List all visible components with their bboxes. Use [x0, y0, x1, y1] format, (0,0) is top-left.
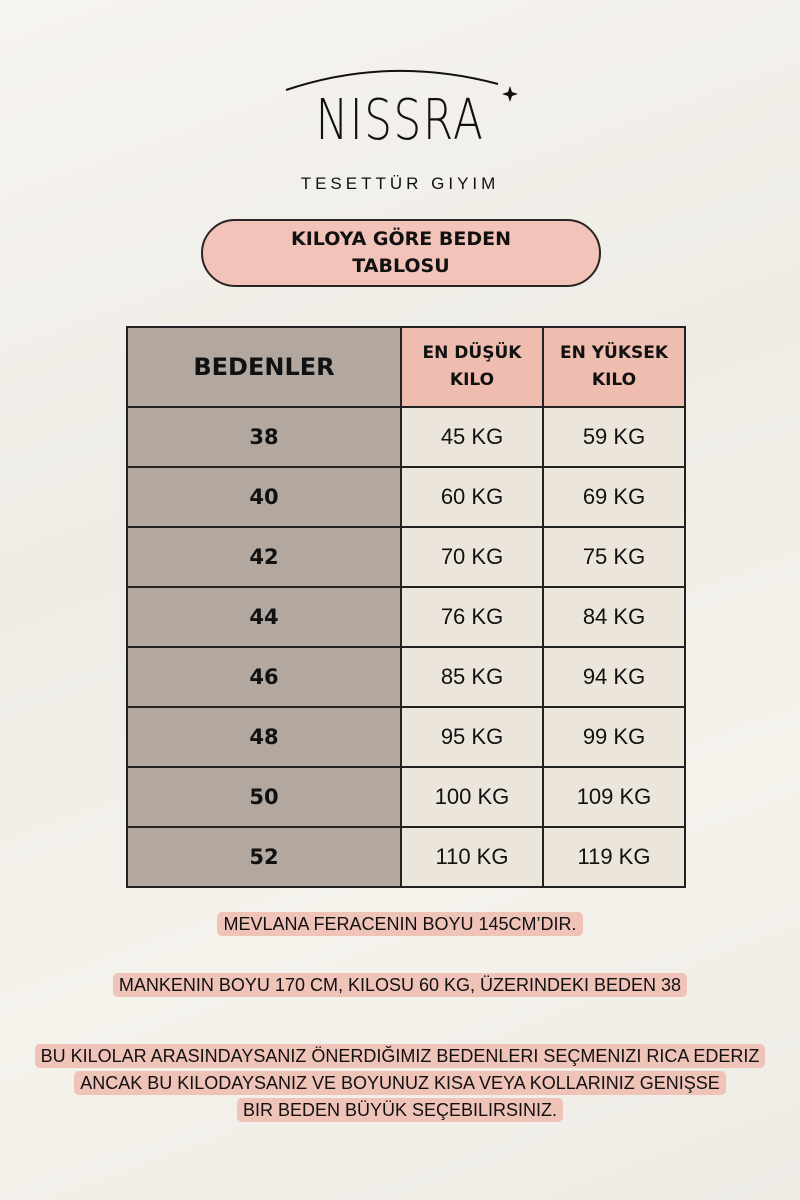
size-cell: 44	[126, 586, 402, 648]
arc-star-icon	[285, 69, 518, 102]
note-length: MEVLANA FERACENIN BOYU 145CM’DIR.	[0, 911, 800, 938]
max-weight-cell: 59 KG	[542, 406, 686, 468]
size-table: BEDENLER EN DÜŞÜK KILO EN YÜKSEK KILO 38 45…	[126, 326, 686, 888]
min-weight-cell: 110 KG	[400, 826, 544, 888]
size-cell: 50	[126, 766, 402, 828]
max-weight-cell: 119 KG	[542, 826, 686, 888]
table-row: 46 85 KG 94 KG	[126, 646, 686, 708]
table-row: 50 100 KG 109 KG	[126, 766, 686, 828]
table-row: 44 76 KG 84 KG	[126, 586, 686, 648]
table-row: 40 60 KG 69 KG	[126, 466, 686, 528]
table-row: 38 45 KG 59 KG	[126, 406, 686, 468]
max-weight-cell: 84 KG	[542, 586, 686, 648]
header-max-weight: EN YÜKSEK KILO	[542, 326, 686, 408]
title-line-1: KILOYA GÖRE BEDEN	[290, 228, 512, 250]
note-advice: BU KILOLAR ARASINDAYSANIZ ÖNERDIĞIMIZ BE…	[0, 1043, 800, 1124]
size-cell: 40	[126, 466, 402, 528]
min-weight-cell: 85 KG	[400, 646, 544, 708]
brand-name: NISSRA	[315, 88, 485, 153]
min-weight-cell: 76 KG	[400, 586, 544, 648]
min-weight-cell: 95 KG	[400, 706, 544, 768]
max-weight-cell: 99 KG	[542, 706, 686, 768]
min-weight-cell: 45 KG	[400, 406, 544, 468]
note-model: MANKENIN BOYU 170 CM, KILOSU 60 KG, ÜZER…	[0, 972, 800, 999]
max-weight-cell: 109 KG	[542, 766, 686, 828]
table-row: 42 70 KG 75 KG	[126, 526, 686, 588]
page-title: KILOYA GÖRE BEDEN TABLOSU	[201, 219, 601, 287]
brand-tagline: TESETTÜR GIYIM	[300, 174, 500, 193]
max-weight-cell: 75 KG	[542, 526, 686, 588]
size-cell: 46	[126, 646, 402, 708]
size-cell: 42	[126, 526, 402, 588]
max-weight-cell: 69 KG	[542, 466, 686, 528]
min-weight-cell: 60 KG	[400, 466, 544, 528]
brand-logo	[0, 60, 800, 200]
size-cell: 48	[126, 706, 402, 768]
min-weight-cell: 100 KG	[400, 766, 544, 828]
table-row: 48 95 KG 99 KG	[126, 706, 686, 768]
header-min-weight: EN DÜŞÜK KILO	[400, 326, 544, 408]
size-cell: 52	[126, 826, 402, 888]
max-weight-cell: 94 KG	[542, 646, 686, 708]
table-row: 52 110 KG 119 KG	[126, 826, 686, 888]
table-header-row: BEDENLER EN DÜŞÜK KILO EN YÜKSEK KILO	[126, 326, 686, 408]
header-sizes: BEDENLER	[126, 326, 402, 408]
size-cell: 38	[126, 406, 402, 468]
min-weight-cell: 70 KG	[400, 526, 544, 588]
title-line-2: TABLOSU	[352, 255, 450, 277]
